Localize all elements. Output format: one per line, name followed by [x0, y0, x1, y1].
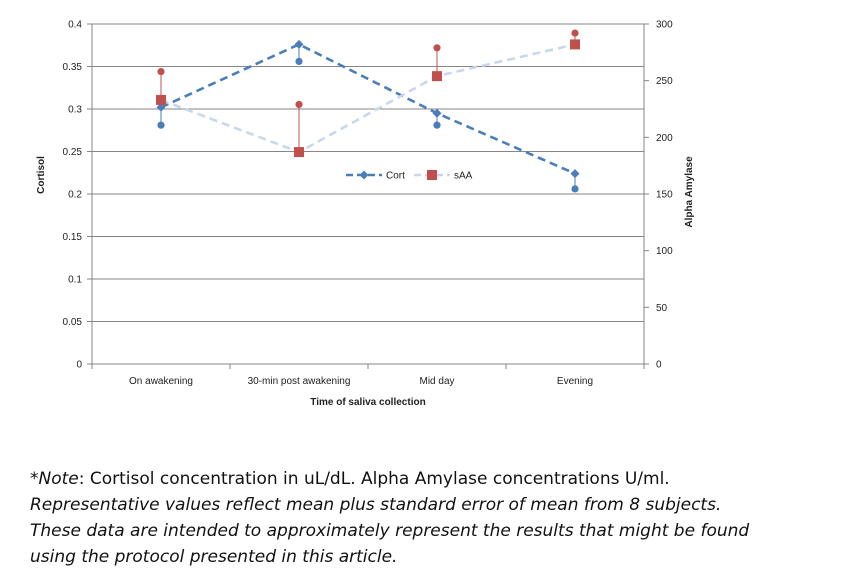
series-markers: [156, 39, 580, 179]
cort-legend-marker: [359, 170, 369, 180]
y-tick-label: 0.25: [63, 147, 83, 158]
cort-point: [432, 108, 442, 118]
y2-axis-title: Alpha Amylase: [684, 156, 695, 228]
note-line-2: Representative values reflect mean plus …: [30, 495, 722, 515]
saa-legend-marker: [427, 170, 437, 180]
gridlines: [92, 23, 644, 365]
saa-point: [156, 94, 166, 105]
y-tick-label: 0.05: [63, 317, 83, 328]
saa-legend-label: sAA: [454, 171, 473, 182]
series-lines: [160, 42, 576, 175]
error-bars: [157, 29, 579, 193]
note-caption: *Note: Cortisol concentration in uL/dL. …: [30, 466, 842, 570]
y2-tick-label: 150: [656, 190, 673, 201]
y-tick-label: 0: [76, 360, 82, 371]
saa-point: [294, 147, 304, 158]
note-line-1-text: : Cortisol concentration in uL/dL. Alpha…: [78, 469, 670, 489]
note-line-1: *Note: Cortisol concentration in uL/dL. …: [30, 466, 842, 492]
y-tick-label: 0.2: [68, 190, 82, 201]
x-axis: On awakening 30-min post awakening Mid day…: [91, 364, 645, 387]
saa-point: [570, 39, 580, 50]
saa-series-line: [160, 43, 576, 154]
saa-error-cap: [295, 100, 303, 109]
cort-error-cap: [433, 121, 441, 129]
cort-point: [570, 169, 580, 179]
y2-tick-label: 300: [656, 20, 673, 31]
y2-tick-label: 250: [656, 76, 673, 87]
cort-error-cap: [157, 121, 165, 129]
cort-error-cap: [295, 57, 303, 65]
cort-error-cap: [571, 185, 579, 193]
y-axis-right: 0 50 100 150 200 250 300: [644, 20, 673, 371]
y2-tick-label: 0: [656, 360, 662, 371]
y-axis-title: Cortisol: [36, 156, 47, 194]
cort-point: [156, 102, 166, 112]
legend: Cort sAA: [346, 170, 473, 182]
x-axis-title: Time of saliva collection: [310, 397, 425, 408]
y-tick-label: 0.3: [68, 105, 82, 116]
y-tick-label: 0.35: [63, 62, 83, 73]
saa-point: [432, 71, 442, 82]
saa-error-cap: [157, 68, 165, 76]
chart: On awakening 30-min post awakening Mid day…: [36, 20, 695, 409]
x-tick-label: 30-min post awakening: [248, 376, 351, 387]
y-tick-label: 0.15: [63, 232, 83, 243]
cort-point: [294, 39, 304, 49]
y-tick-label: 0.4: [68, 20, 82, 31]
note-line-4: using the protocol presented in this art…: [30, 547, 398, 567]
cort-series-line: [160, 42, 576, 175]
note-line-3: These data are intended to approximately…: [30, 521, 750, 541]
y2-tick-label: 100: [656, 246, 673, 257]
x-tick-label: On awakening: [129, 376, 193, 387]
x-tick-label: Mid day: [419, 376, 454, 387]
y-tick-label: 0.1: [68, 275, 82, 286]
saa-error-cap: [571, 29, 579, 37]
note-label: *Note: [30, 469, 79, 489]
saa-error-cap: [433, 44, 441, 52]
x-tick-label: Evening: [557, 376, 593, 387]
cort-legend-label: Cort: [386, 171, 405, 182]
y-axis-left: 0 0.05 0.1 0.15 0.2 0.25 0.3 0.35 0.4: [63, 20, 92, 371]
y2-tick-label: 200: [656, 133, 673, 144]
y2-tick-label: 50: [656, 303, 668, 314]
